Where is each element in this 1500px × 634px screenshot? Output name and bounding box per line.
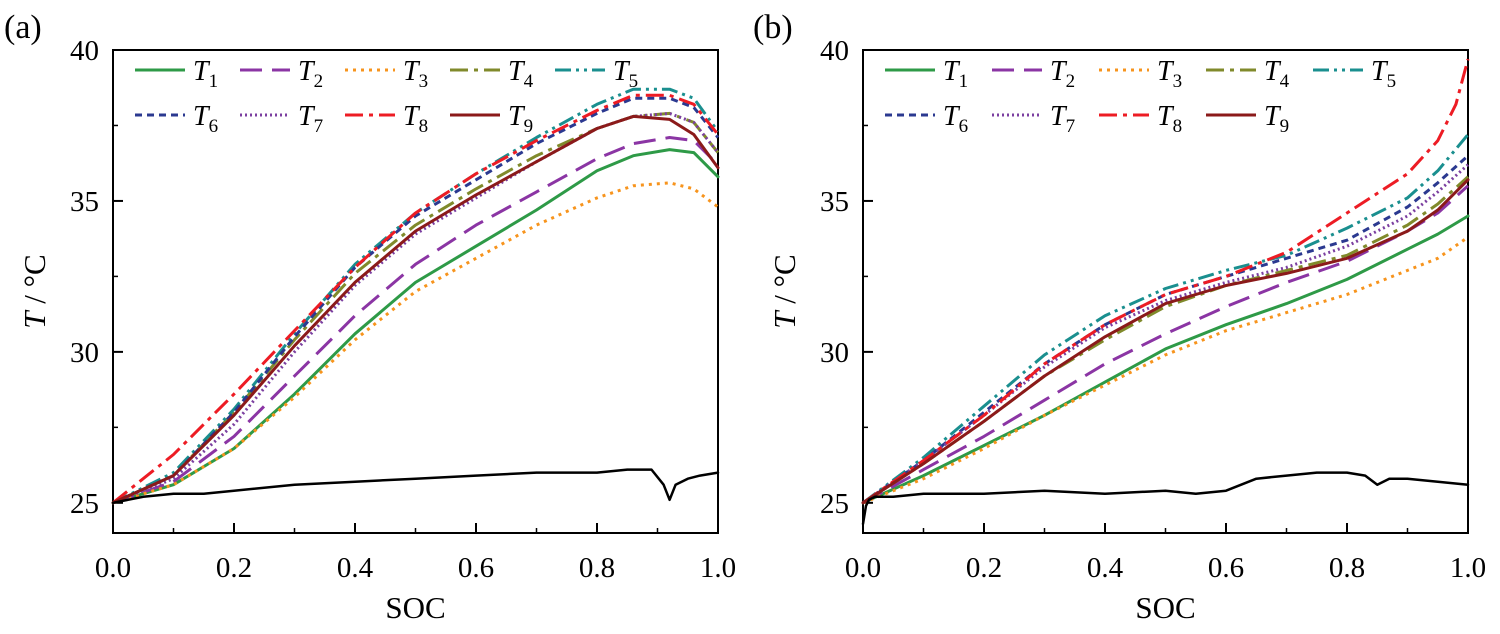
legend-item-t7: T7 bbox=[240, 101, 323, 137]
x-tick-label: 0.0 bbox=[845, 552, 881, 584]
y-axis-label: T / °C bbox=[17, 254, 52, 328]
x-tick-label: 0.4 bbox=[1087, 552, 1124, 584]
y-tick-label: 35 bbox=[820, 186, 849, 218]
series-line-t8 bbox=[112, 93, 720, 504]
series-line-t9 bbox=[111, 114, 720, 505]
legend-item-t4: T4 bbox=[450, 56, 534, 92]
series-line-t6 bbox=[862, 154, 1470, 505]
legend-item-t9: T9 bbox=[1206, 101, 1289, 137]
legend-item-t6: T6 bbox=[135, 101, 218, 137]
x-axis-label: SOC bbox=[1135, 590, 1195, 625]
legend-item-t3: T3 bbox=[1099, 56, 1182, 92]
legend-item-t1: T1 bbox=[135, 56, 218, 92]
legend-label: T8 bbox=[1157, 101, 1182, 137]
y-axis-label: T / °C bbox=[767, 254, 802, 328]
series-line-reference bbox=[861, 471, 1470, 526]
y-tick-label: 25 bbox=[70, 488, 99, 520]
series-line-reference bbox=[111, 468, 720, 505]
x-tick-label: 0.2 bbox=[216, 552, 252, 584]
x-tick-label: 1.0 bbox=[1450, 552, 1486, 584]
x-tick-label: 1.0 bbox=[700, 552, 736, 584]
series-line-t2 bbox=[862, 184, 1470, 505]
series-line-t3 bbox=[112, 181, 719, 505]
y-tick-label: 30 bbox=[70, 337, 99, 369]
legend-item-t4: T4 bbox=[1206, 56, 1290, 92]
legend-label: T9 bbox=[508, 101, 533, 137]
y-tick-label: 30 bbox=[820, 337, 849, 369]
series-line-t2 bbox=[112, 136, 720, 505]
legend-item-t7: T7 bbox=[992, 101, 1075, 137]
legend-label: T2 bbox=[1050, 56, 1075, 92]
legend-label: T7 bbox=[298, 101, 323, 137]
series-line-t5 bbox=[862, 133, 1470, 505]
x-tick-label: 0.6 bbox=[1208, 552, 1244, 584]
y-tick-label: 40 bbox=[70, 35, 99, 67]
legend-item-t5: T5 bbox=[555, 56, 638, 92]
legend-label: T2 bbox=[298, 56, 323, 92]
y-tick-label: 35 bbox=[70, 186, 99, 218]
series-line-t3 bbox=[862, 235, 1469, 505]
legend-item-t5: T5 bbox=[1313, 56, 1396, 92]
y-tick-label: 25 bbox=[820, 488, 849, 520]
legend-label: T4 bbox=[1264, 56, 1290, 92]
legend-label: T8 bbox=[403, 101, 428, 137]
y-tick-label: 40 bbox=[820, 35, 849, 67]
series-line-t1 bbox=[111, 148, 720, 505]
x-tick-label: 0.2 bbox=[966, 552, 1002, 584]
series-line-t4 bbox=[862, 175, 1470, 505]
legend-label: T3 bbox=[403, 56, 428, 92]
x-tick-label: 0.6 bbox=[458, 552, 494, 584]
legend-label: T5 bbox=[1371, 56, 1396, 92]
x-tick-label: 0.0 bbox=[95, 552, 131, 584]
legend-item-t2: T2 bbox=[240, 56, 323, 92]
series-line-t7 bbox=[112, 111, 720, 505]
legend-label: T1 bbox=[193, 56, 218, 92]
series-line-t6 bbox=[112, 96, 720, 505]
legend-label: T3 bbox=[1157, 56, 1182, 92]
legend-label: T6 bbox=[193, 101, 218, 137]
legend-label: T5 bbox=[613, 56, 638, 92]
legend-item-t9: T9 bbox=[450, 101, 533, 137]
legend-label: T1 bbox=[943, 56, 968, 92]
legend-label: T6 bbox=[943, 101, 968, 137]
legend-item-t2: T2 bbox=[992, 56, 1075, 92]
series-line-t8 bbox=[862, 58, 1470, 505]
panel-label: (a) bbox=[4, 9, 42, 46]
x-tick-label: 0.4 bbox=[337, 552, 374, 584]
series-line-t5 bbox=[112, 87, 720, 505]
legend-label: T7 bbox=[1050, 101, 1075, 137]
series-line-t9 bbox=[861, 178, 1470, 505]
legend-label: T4 bbox=[508, 56, 534, 92]
legend-item-t1: T1 bbox=[885, 56, 968, 92]
x-axis-label: SOC bbox=[385, 590, 445, 625]
panel-label: (b) bbox=[753, 9, 793, 46]
legend-item-t8: T8 bbox=[345, 101, 428, 137]
legend-item-t3: T3 bbox=[345, 56, 428, 92]
x-tick-label: 0.8 bbox=[579, 552, 615, 584]
x-tick-label: 0.8 bbox=[1329, 552, 1365, 584]
chart-panel-a: (a) 0.0 0.2 0.4 0.6 0.8 1.0 25 30 35 40 SOC T / °C T1… bbox=[4, 9, 736, 625]
legend-item-t8: T8 bbox=[1099, 101, 1182, 137]
series-line-t4 bbox=[112, 111, 720, 505]
legend-label: T9 bbox=[1264, 101, 1289, 137]
series-line-t1 bbox=[861, 214, 1470, 505]
legend-item-t6: T6 bbox=[885, 101, 968, 137]
chart-panel-b: (b) 0.0 0.2 0.4 0.6 0.8 1.0 25 30 35 40 SOC T / °C T1… bbox=[753, 9, 1486, 625]
